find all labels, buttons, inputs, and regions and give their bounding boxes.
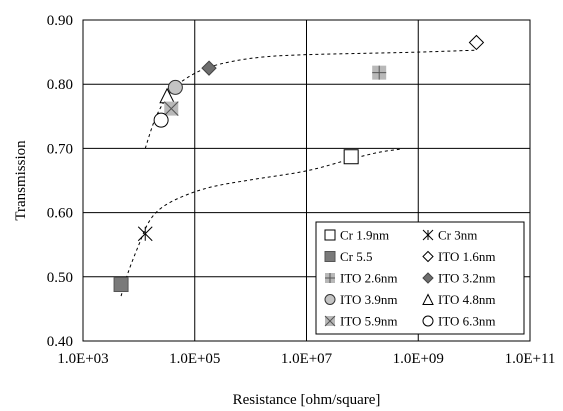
data-point <box>468 34 485 51</box>
legend-marker <box>325 273 335 283</box>
x-tick-label: 1.0E+03 <box>57 351 108 367</box>
y-tick-label: 0.80 <box>47 77 73 93</box>
legend-label: ITO 1.6nm <box>438 249 496 264</box>
legend-label: ITO 6.3nm <box>438 314 496 329</box>
legend-marker <box>324 229 336 241</box>
legend-marker <box>422 272 434 284</box>
legend-marker <box>324 315 336 327</box>
x-tick-label: 1.0E+11 <box>505 351 556 367</box>
legend-item: ITO 4.8nm <box>422 292 496 307</box>
legend-marker <box>324 294 336 305</box>
legend-item: Cr 3nm <box>422 228 477 243</box>
y-tick-label: 0.70 <box>47 141 73 157</box>
legend-marker <box>422 250 434 263</box>
y-tick-label: 0.40 <box>47 334 73 350</box>
data-point <box>137 226 153 242</box>
x-tick-label: 1.0E+05 <box>169 351 220 367</box>
legend-item: ITO 3.9nm <box>324 292 398 307</box>
legend-box <box>315 221 525 335</box>
y-tick-labels: 0.40 0.50 0.60 0.70 0.80 0.90 <box>47 13 73 350</box>
data-point <box>343 149 359 165</box>
trend-line <box>144 49 477 149</box>
legend-marker <box>422 229 434 241</box>
x-tick-label: 1.0E+09 <box>393 351 444 367</box>
legend-label: Cr 5.5 <box>340 249 373 264</box>
data-point <box>163 101 179 116</box>
x-tick-label: 1.0E+07 <box>281 351 333 367</box>
plot-area-frame <box>82 19 531 342</box>
legend-marker <box>422 315 434 327</box>
legend-label: Cr 3nm <box>438 228 477 243</box>
legend-label: ITO 2.6nm <box>340 271 398 286</box>
legend-marker <box>422 293 434 305</box>
x-axis-label: Resistance [ohm/square] <box>233 392 381 408</box>
data-points <box>113 34 485 293</box>
y-axis-label: Transmission <box>13 140 29 221</box>
legend-label: ITO 5.9nm <box>340 314 398 329</box>
legend-item: Cr 5.5 <box>324 249 373 264</box>
data-point <box>201 60 217 76</box>
y-tick-label: 0.60 <box>47 206 73 222</box>
y-tick-label: 0.90 <box>47 13 73 29</box>
data-point <box>372 65 387 80</box>
legend: Cr 1.9nm Cr 3nm Cr 5.5 ITO 1.6nm ITO 2.6nm IT… <box>315 221 525 335</box>
legend-label: ITO 3.2nm <box>438 271 496 286</box>
legend-label: ITO 4.8nm <box>438 292 496 307</box>
legend-item: ITO 3.2nm <box>422 271 496 286</box>
data-point <box>153 112 169 128</box>
legend-item: ITO 1.6nm <box>422 249 496 264</box>
legend-label: ITO 3.9nm <box>340 292 398 307</box>
legend-item: ITO 2.6nm <box>325 271 398 286</box>
legend-item: Cr 1.9nm <box>324 228 389 243</box>
legend-marker <box>324 251 336 262</box>
y-tick-label: 0.50 <box>47 270 73 286</box>
data-point <box>167 79 183 95</box>
legend-item: ITO 6.3nm <box>422 314 496 329</box>
data-point <box>113 277 129 293</box>
trend-lines <box>120 49 477 297</box>
x-tick-labels: 1.0E+03 1.0E+05 1.0E+07 1.0E+09 1.0E+11 <box>57 351 555 367</box>
legend-item: ITO 5.9nm <box>324 314 398 329</box>
legend-label: Cr 1.9nm <box>340 228 389 243</box>
